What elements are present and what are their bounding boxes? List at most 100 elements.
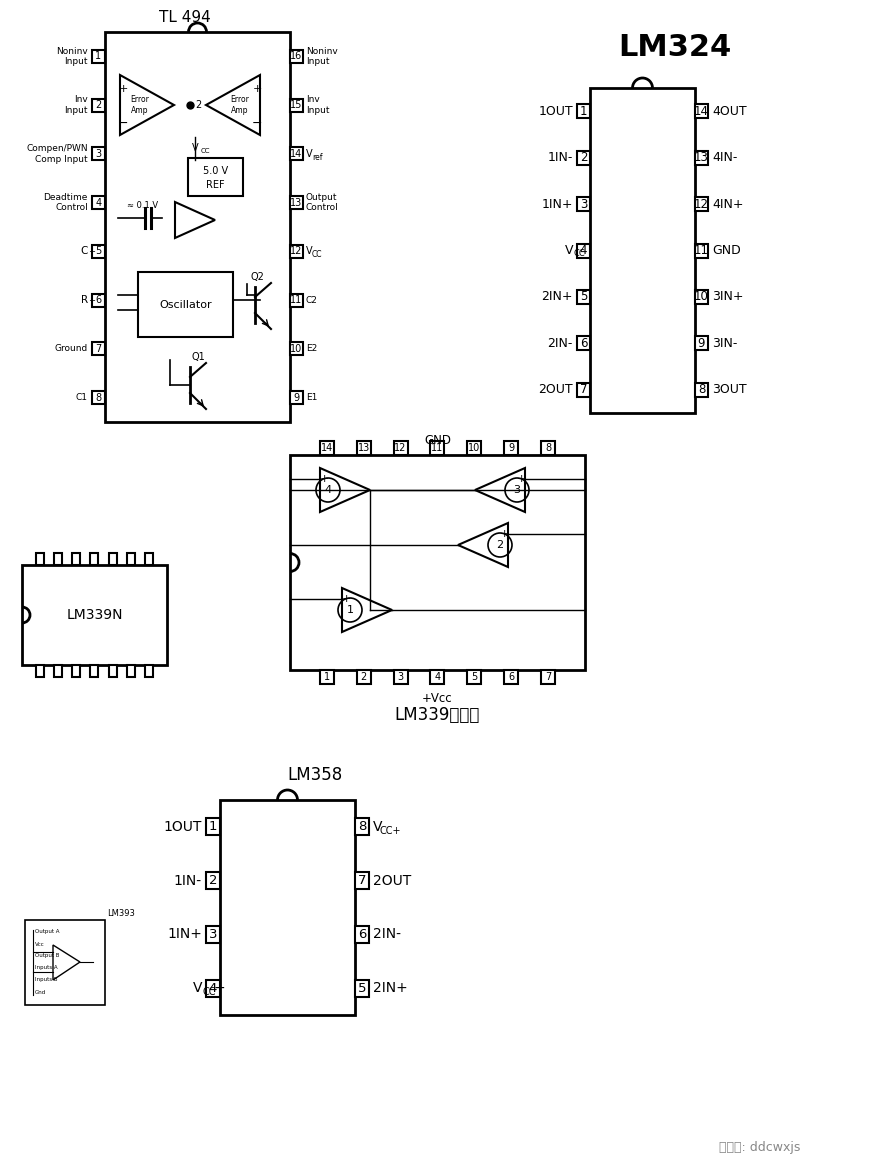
Text: V: V: [192, 143, 198, 152]
Text: 2: 2: [580, 151, 588, 164]
Text: 12: 12: [291, 246, 303, 257]
Text: 6: 6: [580, 337, 588, 350]
Text: +: +: [252, 84, 262, 94]
Bar: [108, 665, 117, 677]
Text: CC: CC: [312, 250, 322, 259]
Text: +: +: [341, 594, 351, 604]
Text: V: V: [193, 981, 202, 995]
Text: 7: 7: [358, 874, 367, 887]
Bar: [577, 244, 590, 258]
Text: 9: 9: [508, 443, 514, 453]
Text: 15: 15: [291, 100, 303, 110]
Bar: [505, 441, 519, 455]
Text: ≈ 0.1 V: ≈ 0.1 V: [127, 201, 158, 210]
Text: V: V: [373, 820, 382, 834]
Text: 16: 16: [291, 52, 303, 61]
Text: LM358: LM358: [287, 766, 342, 784]
Bar: [290, 293, 303, 306]
Text: 1: 1: [209, 820, 217, 833]
Text: 3: 3: [397, 672, 403, 682]
Text: 5: 5: [358, 982, 367, 995]
Bar: [695, 104, 708, 118]
Bar: [91, 552, 99, 565]
Text: 2IN+: 2IN+: [373, 981, 408, 995]
Bar: [25, 920, 105, 1005]
Text: 1: 1: [324, 672, 330, 682]
Bar: [577, 290, 590, 304]
Bar: [206, 819, 220, 835]
Text: 5: 5: [471, 672, 478, 682]
Text: 3: 3: [580, 197, 588, 211]
Text: ref: ref: [312, 152, 322, 162]
Text: GND: GND: [424, 434, 451, 448]
Text: 13: 13: [694, 151, 709, 164]
Text: 4IN+: 4IN+: [712, 197, 744, 211]
Bar: [290, 455, 585, 670]
Text: 5.0 V: 5.0 V: [203, 167, 228, 176]
Text: +: +: [516, 474, 526, 484]
Bar: [145, 665, 153, 677]
Text: 4: 4: [95, 197, 101, 208]
Text: 3: 3: [513, 484, 520, 495]
Bar: [320, 670, 333, 684]
Text: +: +: [499, 529, 509, 540]
Text: Vcc: Vcc: [35, 942, 45, 947]
Text: 2OUT: 2OUT: [539, 384, 573, 396]
Text: 8: 8: [698, 384, 705, 396]
Bar: [108, 552, 117, 565]
Bar: [541, 670, 555, 684]
Text: Compen/PWN
Comp Input: Compen/PWN Comp Input: [26, 144, 88, 163]
Bar: [22, 565, 167, 665]
Text: 3OUT: 3OUT: [712, 384, 746, 396]
Text: Inputs A: Inputs A: [35, 965, 58, 970]
Bar: [541, 441, 555, 455]
Bar: [357, 670, 371, 684]
Text: Output A: Output A: [35, 929, 59, 935]
Bar: [92, 148, 105, 161]
Bar: [290, 196, 303, 209]
Text: 4: 4: [435, 672, 441, 682]
Bar: [355, 872, 369, 889]
Text: 13: 13: [358, 443, 370, 453]
Text: V: V: [565, 244, 573, 257]
Text: C1: C1: [76, 393, 88, 402]
Text: −: −: [118, 116, 128, 129]
Text: 8: 8: [545, 443, 551, 453]
Text: CC: CC: [574, 250, 586, 258]
Text: 7: 7: [580, 384, 588, 396]
Bar: [355, 819, 369, 835]
Text: T: T: [89, 251, 94, 260]
Text: 2: 2: [497, 540, 504, 550]
Text: 7: 7: [95, 344, 101, 354]
Text: 3IN+: 3IN+: [712, 291, 744, 304]
Bar: [577, 382, 590, 396]
Text: 1IN-: 1IN-: [547, 151, 573, 164]
Bar: [290, 343, 303, 355]
Bar: [36, 552, 45, 565]
Bar: [72, 665, 80, 677]
Text: 1OUT: 1OUT: [163, 820, 202, 834]
Text: 13: 13: [291, 197, 303, 208]
Bar: [54, 552, 62, 565]
Text: CC: CC: [201, 148, 210, 154]
Text: CC+: CC+: [380, 826, 402, 836]
Bar: [72, 552, 80, 565]
Bar: [577, 197, 590, 211]
Text: 1IN+: 1IN+: [541, 197, 573, 211]
Text: +: +: [119, 84, 127, 94]
Bar: [92, 50, 105, 63]
Bar: [430, 670, 444, 684]
Text: Inv
Input: Inv Input: [306, 95, 329, 115]
Text: 3IN-: 3IN-: [712, 337, 738, 350]
Text: 4: 4: [580, 244, 588, 257]
Text: 1IN+: 1IN+: [167, 928, 202, 942]
Bar: [54, 665, 62, 677]
Text: 3: 3: [209, 928, 217, 941]
Text: 7: 7: [545, 672, 551, 682]
Text: Error
Amp: Error Amp: [230, 95, 250, 115]
Text: 2IN-: 2IN-: [373, 928, 401, 942]
Bar: [695, 244, 708, 258]
Bar: [695, 337, 708, 351]
Bar: [91, 665, 99, 677]
Text: 2IN-: 2IN-: [547, 337, 573, 350]
